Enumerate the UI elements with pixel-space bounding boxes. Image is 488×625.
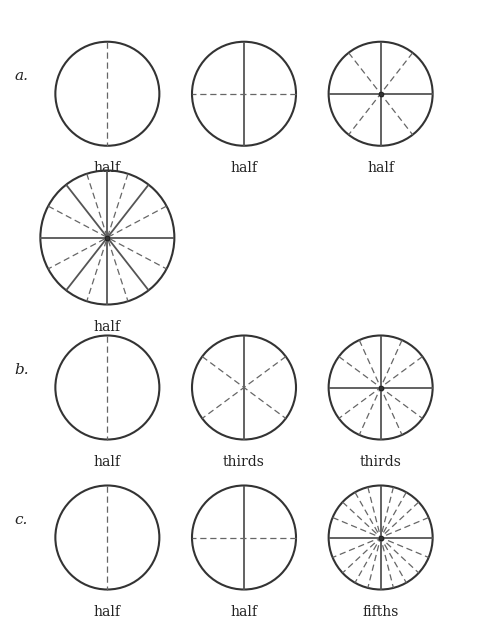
Text: half: half <box>94 605 121 619</box>
Text: half: half <box>230 161 258 176</box>
Text: a.: a. <box>15 69 29 82</box>
Text: thirds: thirds <box>360 455 402 469</box>
Text: fifths: fifths <box>363 605 399 619</box>
Text: half: half <box>230 605 258 619</box>
Text: half: half <box>94 455 121 469</box>
Text: c.: c. <box>15 512 28 526</box>
Text: half: half <box>94 320 121 334</box>
Text: b.: b. <box>15 362 29 376</box>
Text: half: half <box>94 161 121 176</box>
Text: half: half <box>367 161 394 176</box>
Text: thirds: thirds <box>223 455 265 469</box>
